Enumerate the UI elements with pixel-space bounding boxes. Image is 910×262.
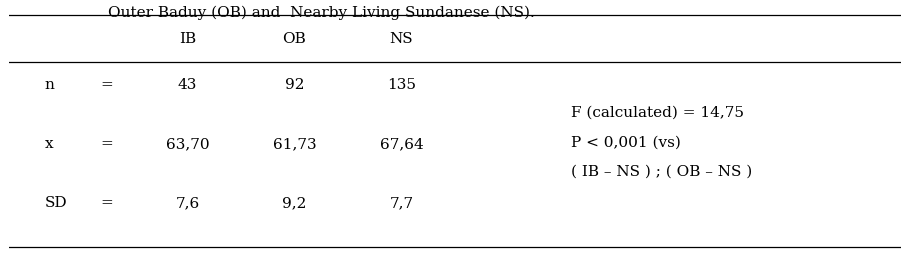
Text: n: n bbox=[45, 78, 55, 92]
Text: 135: 135 bbox=[387, 78, 416, 92]
Text: x: x bbox=[45, 137, 54, 151]
Text: =: = bbox=[101, 196, 114, 210]
Text: 61,73: 61,73 bbox=[273, 137, 317, 151]
Text: 63,70: 63,70 bbox=[166, 137, 209, 151]
Text: IB: IB bbox=[179, 31, 196, 46]
Text: 43: 43 bbox=[177, 78, 197, 92]
Text: F (calculated) = 14,75: F (calculated) = 14,75 bbox=[571, 106, 744, 120]
Text: NS: NS bbox=[389, 31, 413, 46]
Text: 7,7: 7,7 bbox=[389, 196, 413, 210]
Text: ( IB – NS ) ; ( OB – NS ): ( IB – NS ) ; ( OB – NS ) bbox=[571, 165, 753, 179]
Text: =: = bbox=[101, 137, 114, 151]
Text: Outer Baduy (OB) and  Nearby Living Sundanese (NS).: Outer Baduy (OB) and Nearby Living Sunda… bbox=[108, 5, 534, 20]
Text: 7,6: 7,6 bbox=[176, 196, 199, 210]
Text: OB: OB bbox=[283, 31, 307, 46]
Text: 92: 92 bbox=[285, 78, 304, 92]
Text: =: = bbox=[101, 78, 114, 92]
Text: 67,64: 67,64 bbox=[379, 137, 423, 151]
Text: P < 0,001 (vs): P < 0,001 (vs) bbox=[571, 135, 681, 150]
Text: 9,2: 9,2 bbox=[282, 196, 307, 210]
Text: SD: SD bbox=[45, 196, 67, 210]
